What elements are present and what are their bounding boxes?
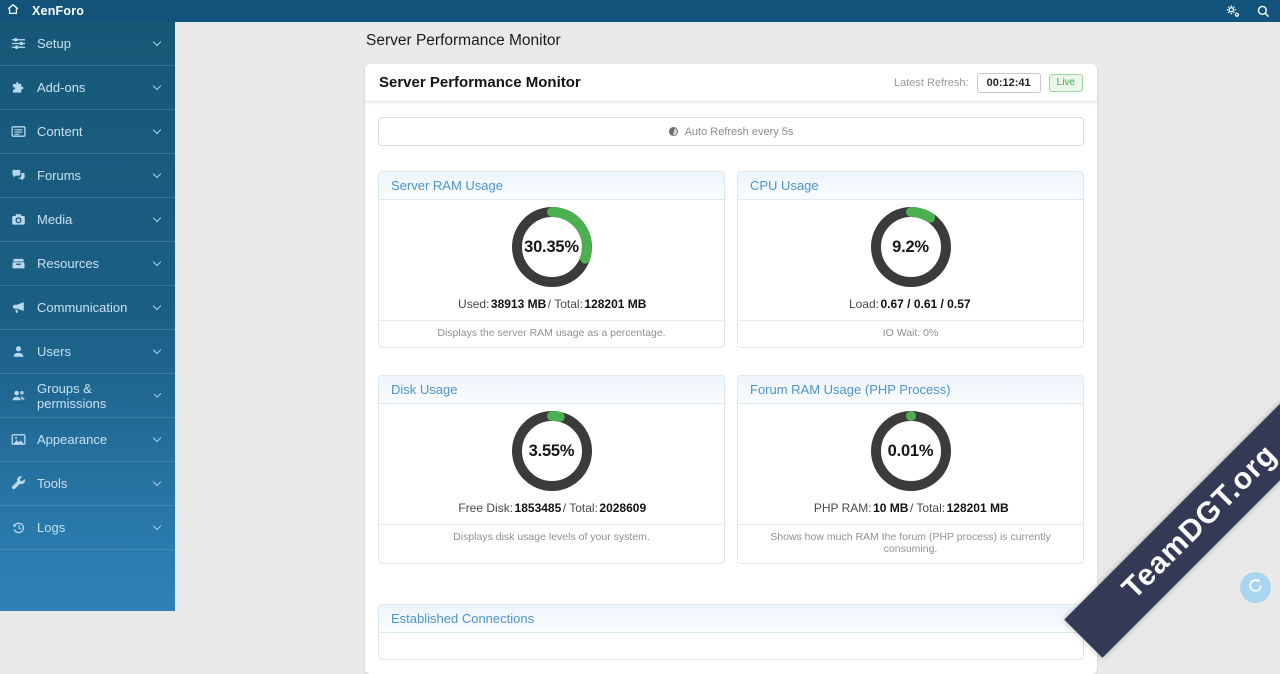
refresh-fab[interactable] bbox=[1240, 572, 1271, 603]
sidebar-item-resources[interactable]: Resources bbox=[0, 242, 175, 286]
sidebar-item-label: Groups & permissions bbox=[37, 380, 107, 411]
cpu-usage-card: CPU Usage 9.2% Load: 0.67 / 0.61 / 0.57 bbox=[737, 171, 1084, 348]
wrench-icon bbox=[10, 476, 27, 492]
established-connections-card: Established Connections bbox=[378, 604, 1084, 660]
chevron-down-icon bbox=[152, 213, 162, 223]
page-title: Server Performance Monitor bbox=[366, 32, 561, 49]
latest-refresh-value: 00:12:41 bbox=[976, 72, 1041, 93]
chevron-down-icon bbox=[152, 125, 162, 135]
disk-usage-donut: 3.55% bbox=[511, 411, 592, 491]
chevron-down-icon bbox=[152, 301, 162, 311]
sidebar-item-label: Tools bbox=[37, 476, 68, 491]
card-title: CPU Usage bbox=[738, 172, 1083, 200]
auto-refresh-toggle[interactable]: Auto Refresh every 5s bbox=[378, 117, 1084, 146]
topbar: XenForo bbox=[0, 0, 1280, 22]
sidebar-item-logs[interactable]: Logs bbox=[0, 506, 175, 550]
gears-icon[interactable] bbox=[1223, 2, 1241, 20]
card-title: Established Connections bbox=[379, 605, 1083, 633]
home-button[interactable] bbox=[0, 0, 26, 22]
sidebar-item-users[interactable]: Users bbox=[0, 330, 175, 374]
card-description: IO Wait: 0% bbox=[738, 320, 1083, 347]
refresh-icon bbox=[1247, 577, 1264, 599]
sidebar: Setup Add-ons Content Forums Media Resou… bbox=[0, 22, 175, 611]
sidebar-item-label: Users bbox=[37, 344, 71, 359]
card-description: Shows how much RAM the forum (PHP proces… bbox=[738, 524, 1083, 563]
users-group-icon bbox=[10, 388, 27, 404]
chevron-down-icon bbox=[152, 521, 162, 531]
disk-usage-card: Disk Usage 3.55% Free Disk: 1853485/ To bbox=[378, 375, 725, 564]
sidebar-item-forums[interactable]: Forums bbox=[0, 154, 175, 198]
metric-cards-grid: Server RAM Usage 30.35% Used: 38913 MB / bbox=[378, 171, 1084, 564]
server-ram-card: Server RAM Usage 30.35% Used: 38913 MB / bbox=[378, 171, 725, 348]
card-title: Server RAM Usage bbox=[379, 172, 724, 200]
camera-icon bbox=[10, 212, 27, 228]
user-icon bbox=[10, 344, 27, 360]
card-stat-line: Used: 38913 MB / Total: 128201 MB bbox=[458, 297, 647, 311]
panel-title: Server Performance Monitor bbox=[379, 74, 581, 91]
chevron-down-icon bbox=[152, 345, 162, 355]
sidebar-item-label: Media bbox=[37, 212, 73, 227]
sidebar-item-label: Logs bbox=[37, 520, 66, 535]
sliders-icon bbox=[10, 36, 27, 52]
sidebar-item-label: Content bbox=[37, 124, 83, 139]
sidebar-item-groups-permissions[interactable]: Groups & permissions bbox=[0, 374, 175, 418]
auto-refresh-icon bbox=[668, 127, 678, 136]
box-icon bbox=[10, 256, 27, 272]
history-icon bbox=[10, 520, 27, 536]
chevron-down-icon bbox=[152, 169, 162, 179]
donut-center-label: 30.35% bbox=[524, 237, 579, 256]
sidebar-item-label: Resources bbox=[37, 256, 100, 271]
cpu-usage-donut: 9.2% bbox=[870, 207, 951, 287]
chevron-down-icon bbox=[152, 257, 162, 267]
forum-ram-donut: 0.01% bbox=[870, 411, 951, 491]
performance-monitor-panel: Server Performance Monitor Latest Refres… bbox=[365, 64, 1097, 674]
sidebar-item-label: Communication bbox=[37, 300, 128, 315]
image-icon bbox=[10, 432, 27, 448]
comments-icon bbox=[10, 168, 27, 184]
sidebar-item-communication[interactable]: Communication bbox=[0, 286, 175, 330]
list-box-icon bbox=[10, 124, 27, 140]
sidebar-item-media[interactable]: Media bbox=[0, 198, 175, 242]
sidebar-item-setup[interactable]: Setup bbox=[0, 22, 175, 66]
sidebar-item-appearance[interactable]: Appearance bbox=[0, 418, 175, 462]
chevron-down-icon bbox=[152, 81, 162, 91]
panel-header: Server Performance Monitor Latest Refres… bbox=[365, 64, 1097, 102]
sidebar-item-tools[interactable]: Tools bbox=[0, 462, 175, 506]
card-stat-line: Load: 0.67 / 0.61 / 0.57 bbox=[848, 297, 971, 311]
donut-center-label: 0.01% bbox=[887, 441, 934, 460]
megaphone-icon bbox=[10, 300, 27, 316]
forum-ram-card: Forum RAM Usage (PHP Process) 0.01% PH bbox=[737, 375, 1084, 564]
chevron-down-icon bbox=[152, 433, 162, 443]
sidebar-item-content[interactable]: Content bbox=[0, 110, 175, 154]
card-title: Forum RAM Usage (PHP Process) bbox=[738, 376, 1083, 404]
sidebar-item-addons[interactable]: Add-ons bbox=[0, 66, 175, 110]
card-description: Displays disk usage levels of your syste… bbox=[379, 524, 724, 551]
sidebar-item-label: Appearance bbox=[37, 432, 108, 447]
sidebar-item-label: Setup bbox=[37, 36, 71, 51]
search-icon[interactable] bbox=[1254, 2, 1272, 20]
donut-center-label: 9.2% bbox=[892, 237, 929, 256]
chevron-down-icon bbox=[152, 477, 162, 487]
sidebar-item-label: Forums bbox=[37, 168, 82, 183]
auto-refresh-label: Auto Refresh every 5s bbox=[684, 125, 794, 138]
latest-refresh-label: Latest Refresh: bbox=[894, 76, 969, 89]
card-stat-line: PHP RAM: 10 MB / Total: 128201 MB bbox=[813, 501, 1009, 515]
chevron-down-icon bbox=[153, 390, 162, 398]
sidebar-item-label: Add-ons bbox=[37, 80, 86, 95]
main-area: Server Performance Monitor Server Perfor… bbox=[175, 22, 1280, 674]
puzzle-icon bbox=[10, 80, 27, 96]
server-ram-donut: 30.35% bbox=[511, 207, 592, 287]
card-stat-line: Free Disk: 1853485/ Total: 2028609 bbox=[458, 501, 647, 515]
home-icon bbox=[6, 2, 20, 21]
chevron-down-icon bbox=[152, 37, 162, 47]
donut-center-label: 3.55% bbox=[528, 441, 575, 460]
card-title: Disk Usage bbox=[379, 376, 724, 404]
live-badge: Live bbox=[1048, 73, 1083, 92]
brand-title: XenForo bbox=[32, 4, 85, 18]
card-description: Displays the server RAM usage as a perce… bbox=[379, 320, 724, 347]
